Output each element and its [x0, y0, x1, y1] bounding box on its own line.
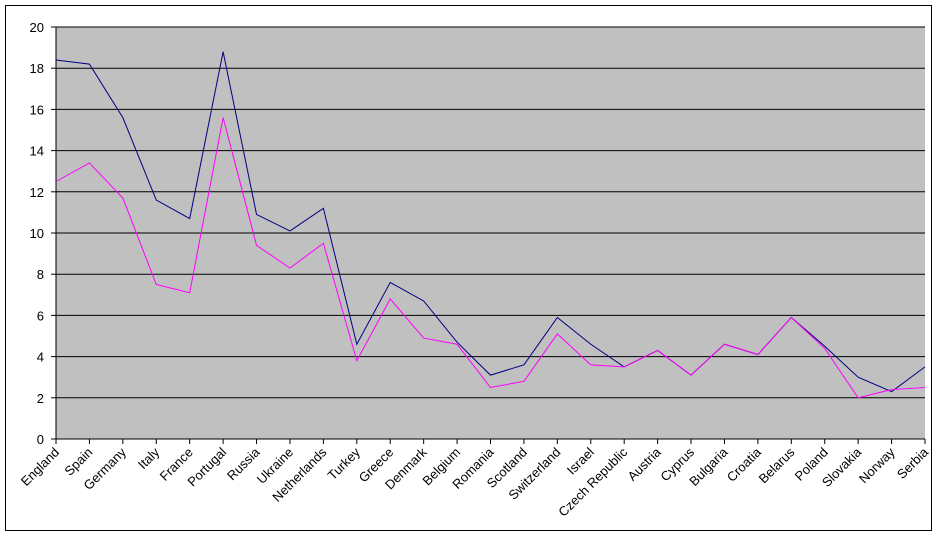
y-tick-label: 12: [30, 185, 44, 200]
y-tick-label: 4: [37, 350, 44, 365]
y-tick-label: 8: [37, 267, 44, 282]
series-line: [55, 117, 926, 399]
y-tick-label: 18: [30, 61, 44, 76]
y-tick-label: 10: [30, 226, 44, 241]
y-tick-label: 2: [37, 391, 44, 406]
y-tick-label: 20: [30, 20, 44, 35]
y-tick-label: 16: [30, 102, 44, 117]
y-tick-label: 14: [30, 144, 44, 159]
y-tick-label: 6: [37, 308, 44, 323]
y-tick-label: 0: [37, 432, 44, 447]
